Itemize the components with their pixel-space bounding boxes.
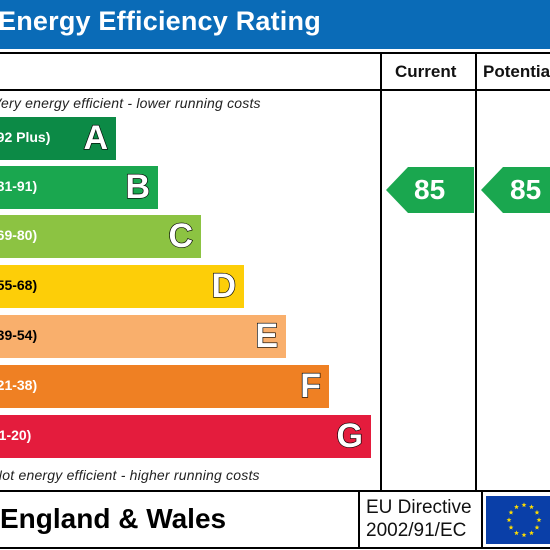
eu-star [514, 530, 519, 536]
page-title: Energy Efficiency Rating [0, 6, 321, 36]
directive-line-2: 2002/91/EC [366, 520, 467, 541]
current-column-divider [380, 52, 382, 491]
inefficient-note: Not energy efficient - higher running co… [0, 467, 260, 483]
eu-star [536, 517, 542, 523]
band-letter: D [211, 266, 237, 305]
directive-line-1: EU Directive [366, 497, 472, 518]
current-column-header: Current [395, 62, 457, 81]
band-range-label: (55-68) [0, 277, 38, 293]
footer-divider-right [481, 490, 483, 548]
current-arrow-shape [386, 167, 474, 213]
band-range-label: (21-38) [0, 377, 38, 393]
band-range-label: (39-54) [0, 327, 38, 343]
band-letter: C [168, 216, 194, 255]
potential-column-divider [475, 52, 477, 491]
band-range-label: (92 Plus) [0, 129, 51, 145]
band-g: (1-20) G [0, 415, 371, 458]
header-bar: Energy Efficiency Rating [0, 0, 550, 49]
potential-arrow-shape [481, 167, 550, 213]
band-range-label: (81-91) [0, 178, 38, 194]
band-range-label: (1-20) [0, 427, 32, 443]
band-e: (39-54) E [0, 315, 286, 358]
potential-rating-value: 85 [510, 174, 542, 205]
band-f: (21-38) F [0, 365, 329, 408]
eu-star [529, 530, 534, 536]
eu-star [514, 504, 519, 510]
band-letter: F [300, 366, 322, 405]
footer-top-rule [0, 490, 550, 492]
band-letter: E [255, 316, 279, 355]
region-label: England & Wales [0, 503, 227, 534]
eu-star [534, 524, 540, 530]
header-row-rule [0, 89, 550, 91]
band-a: (92 Plus) A [0, 117, 116, 160]
eu-star [521, 532, 527, 538]
eu-star [508, 509, 514, 515]
eu-star [534, 509, 540, 515]
eu-star [508, 524, 514, 530]
potential-rating-arrow: 85 [481, 167, 550, 213]
band-letter: G [336, 416, 364, 455]
current-rating-arrow: 85 [386, 167, 474, 213]
band-d: (55-68) D [0, 265, 244, 308]
footer-divider-left [358, 490, 360, 548]
eu-star [529, 504, 534, 510]
eu-flag-icon [486, 496, 550, 544]
band-b: (81-91) B [0, 166, 158, 209]
table-top-rule [0, 52, 550, 54]
eu-star [521, 502, 527, 508]
band-letter: A [83, 118, 109, 157]
current-rating-value: 85 [414, 174, 446, 205]
eu-star [506, 517, 512, 523]
band-c: (69-80) C [0, 215, 201, 258]
efficient-note: Very energy efficient - lower running co… [0, 95, 261, 111]
footer-bottom-rule [0, 547, 550, 549]
band-range-label: (69-80) [0, 227, 38, 243]
band-letter: B [125, 167, 151, 206]
potential-column-header: Potential [483, 62, 550, 81]
